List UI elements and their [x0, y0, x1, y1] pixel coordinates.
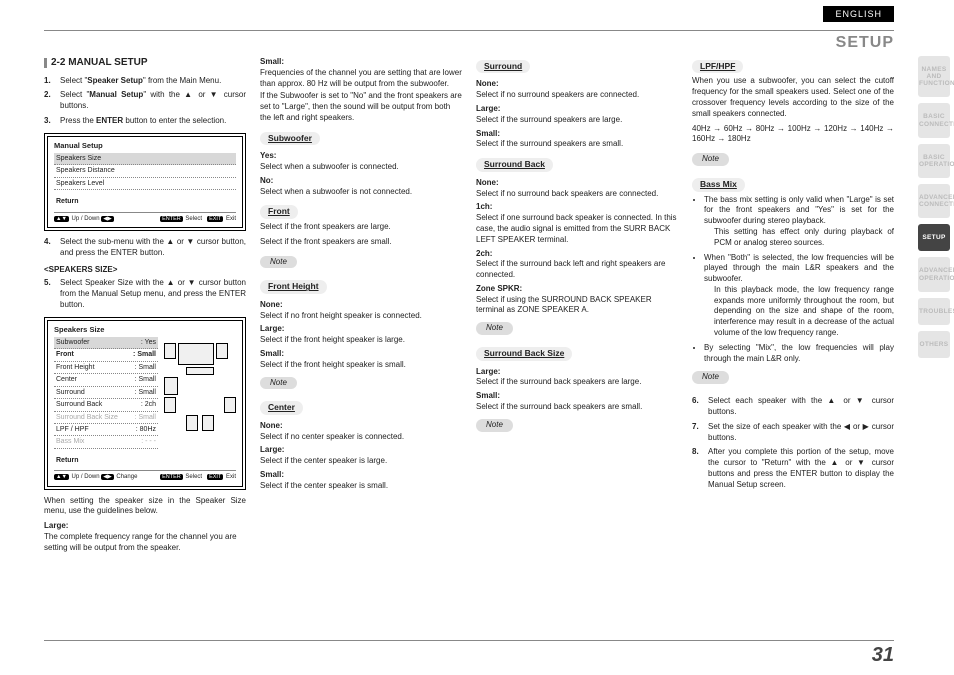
column-3: Surround None: Select if no surround spe… [476, 54, 678, 635]
menu1-return: Return [54, 196, 236, 207]
front-height-heading: Front Height [260, 280, 327, 293]
tab-others[interactable]: OTHERS [918, 331, 950, 358]
fh-large-t: Large: [260, 324, 462, 335]
column-1: 2-2 MANUAL SETUP 1.Select "Speaker Setup… [44, 54, 246, 635]
note-sbs: Note [476, 419, 513, 432]
lpf-hpf-heading: LPF/HPF [692, 60, 743, 73]
sub-no-d: Select when a subwoofer is not connected… [260, 187, 462, 198]
menu2-rows: Subwoofer: Yes Front: Small Front Height… [54, 337, 158, 466]
sb-1ch-d: Select if one surround back speaker is c… [476, 213, 678, 245]
steps-6-8: 6.Select each speaker with the ▲ or ▼ cu… [692, 396, 894, 490]
menu1-row-level: Speakers Level [54, 178, 236, 190]
speakers-size-subhead: <SPEAKERS SIZE> [44, 265, 246, 276]
page-number: 31 [872, 644, 894, 667]
content-columns: 2-2 MANUAL SETUP 1.Select "Speaker Setup… [44, 54, 894, 635]
note-sb: Note [476, 322, 513, 335]
s-none-t: None: [476, 79, 678, 90]
small-term: Small: [260, 57, 462, 68]
c-small-d: Select if the center speaker is small. [260, 481, 462, 492]
sb-2ch-t: 2ch: [476, 249, 678, 260]
sb-zone-t: Zone SPKR: [476, 284, 678, 295]
menu2-footer: ▲▼ Up / Down ◀▶ Change ENTER Select EXIT… [54, 470, 236, 481]
step-4: 4.Select the sub-menu with the ▲ or ▼ cu… [44, 237, 246, 259]
sbs-large-d: Select if the surround back speakers are… [476, 377, 678, 388]
top-rule [44, 30, 894, 31]
menu1-footer: ▲▼ Up / Down ◀▶ ENTER Select EXIT Exit [54, 212, 236, 223]
note-bass: Note [692, 371, 729, 384]
bass-bullets: The bass mix setting is only valid when … [692, 195, 894, 365]
c-large-d: Select if the center speaker is large. [260, 456, 462, 467]
small-def: Frequencies of the channel you are setti… [260, 68, 462, 90]
menu1-title: Manual Setup [54, 141, 236, 151]
note-lpf: Note [692, 153, 729, 166]
tab-setup[interactable]: SETUP [918, 224, 950, 251]
sub-yes-d: Select when a subwoofer is connected. [260, 162, 462, 173]
front-small: Select if the front speakers are small. [260, 237, 462, 248]
guideline-intro: When setting the speaker size in the Spe… [44, 496, 246, 518]
fh-small-d: Select if the front height speaker is sm… [260, 360, 462, 371]
sb-none-t: None: [476, 178, 678, 189]
surround-back-size-heading: Surround Back Size [476, 347, 572, 360]
surround-back-heading: Surround Back [476, 158, 553, 171]
fh-small-t: Small: [260, 349, 462, 360]
front-heading: Front [260, 205, 298, 218]
tab-advanced-operation[interactable]: ADVANCED OPERATION [918, 257, 950, 291]
manual-setup-heading: 2-2 MANUAL SETUP [44, 56, 246, 70]
small-def2: If the Subwoofer is set to "No" and the … [260, 91, 462, 123]
s-large-d: Select if the surround speakers are larg… [476, 115, 678, 126]
sb-zone-d: Select if using the SURROUND BACK SPEAKE… [476, 295, 678, 317]
note-fh: Note [260, 377, 297, 390]
s-small-d: Select if the surround speakers are smal… [476, 139, 678, 150]
lpf-p1: When you use a subwoofer, you can select… [692, 76, 894, 119]
sbs-small-d: Select if the surround back speakers are… [476, 402, 678, 413]
s-small-t: Small: [476, 129, 678, 140]
note-front: Note [260, 256, 297, 269]
tab-basic-operation[interactable]: BASIC OPERATION [918, 144, 950, 178]
surround-heading: Surround [476, 60, 530, 73]
c-none-d: Select if no center speaker is connected… [260, 432, 462, 443]
language-badge: ENGLISH [823, 6, 894, 22]
s-none-d: Select if no surround speakers are conne… [476, 90, 678, 101]
side-tabs: NAMES AND FUNCTIONS BASIC CONNECTIONS BA… [918, 56, 950, 358]
front-large: Select if the front speakers are large. [260, 222, 462, 233]
sub-no-t: No: [260, 176, 462, 187]
s-large-t: Large: [476, 104, 678, 115]
center-heading: Center [260, 401, 303, 414]
sb-2ch-d: Select if the surround back left and rig… [476, 259, 678, 281]
bottom-rule [44, 640, 894, 641]
c-large-t: Large: [260, 445, 462, 456]
tab-basic-connections[interactable]: BASIC CONNECTIONS [918, 103, 950, 137]
tab-names-functions[interactable]: NAMES AND FUNCTIONS [918, 56, 950, 97]
tab-troubleshooting[interactable]: TROUBLESHOOTING [918, 298, 950, 325]
c-small-t: Small: [260, 470, 462, 481]
fh-none-t: None: [260, 300, 462, 311]
large-def: Large: The complete frequency range for … [44, 521, 246, 553]
column-2: Small: Frequencies of the channel you ar… [260, 54, 462, 635]
page-section-title: SETUP [836, 34, 894, 52]
manual-page: ENGLISH SETUP 2-2 MANUAL SETUP 1.Select … [44, 0, 910, 675]
step-5: 5.Select Speaker Size with the ▲ or ▼ cu… [44, 278, 246, 310]
sbs-large-t: Large: [476, 367, 678, 378]
fh-large-d: Select if the front height speaker is la… [260, 335, 462, 346]
menu1-row-speakers-size: Speakers Size [54, 153, 236, 165]
sbs-small-t: Small: [476, 391, 678, 402]
bass-mix-heading: Bass Mix [692, 178, 745, 191]
sb-1ch-t: 1ch: [476, 202, 678, 213]
column-4: LPF/HPF When you use a subwoofer, you ca… [692, 54, 894, 635]
steps-1-3: 1.Select "Speaker Setup" from the Main M… [44, 76, 246, 127]
manual-setup-menu: Manual Setup Speakers Size Speakers Dist… [44, 133, 246, 231]
c-none-t: None: [260, 421, 462, 432]
menu1-row-distance: Speakers Distance [54, 165, 236, 177]
lpf-p2: 40Hz → 60Hz → 80Hz → 100Hz → 120Hz → 140… [692, 124, 894, 146]
sb-none-d: Select if no surround back speakers are … [476, 189, 678, 200]
speaker-layout-diagram [164, 337, 236, 466]
tab-advanced-connections[interactable]: ADVANCED CONNECTIONS [918, 184, 950, 218]
subwoofer-heading: Subwoofer [260, 132, 320, 145]
sub-yes-t: Yes: [260, 151, 462, 162]
speakers-size-menu: Speakers Size Subwoofer: Yes Front: Smal… [44, 317, 246, 490]
menu2-title: Speakers Size [54, 325, 236, 335]
fh-none-d: Select if no front height speaker is con… [260, 311, 462, 322]
